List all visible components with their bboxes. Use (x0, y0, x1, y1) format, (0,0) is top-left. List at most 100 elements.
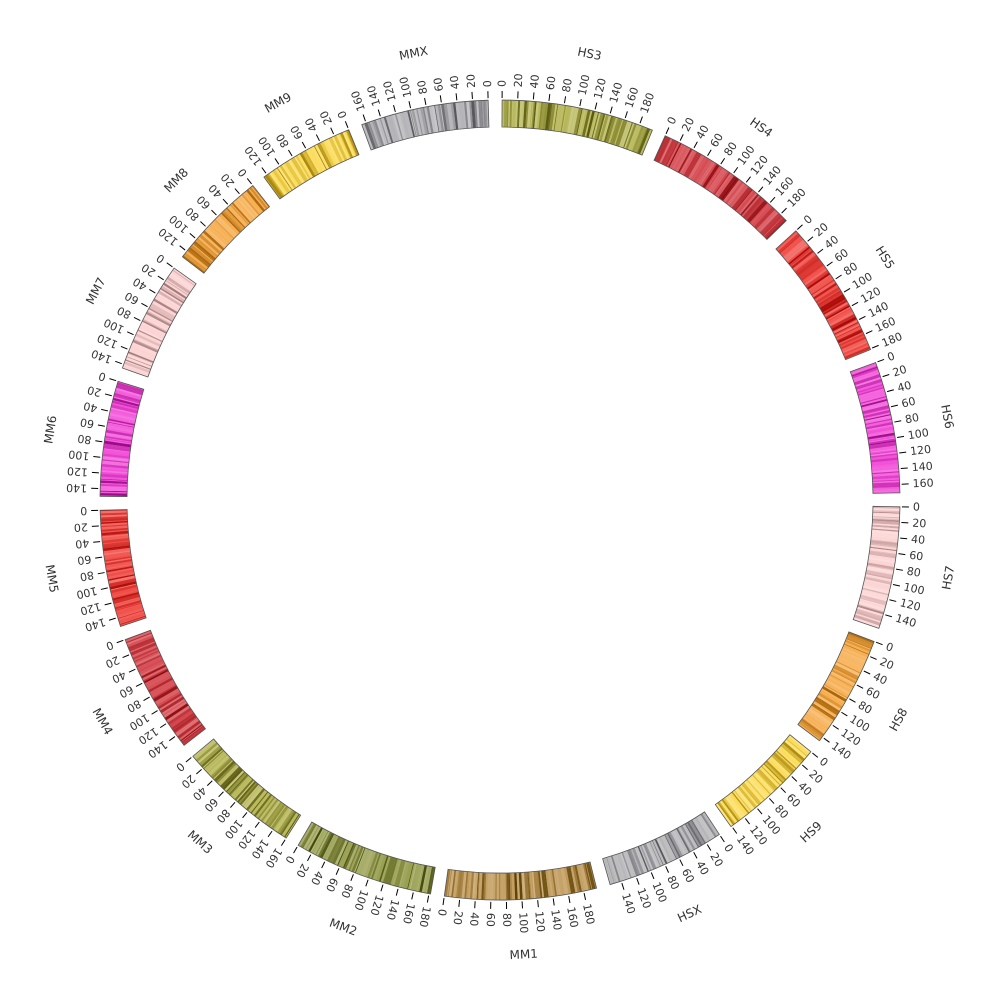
cytoband (743, 197, 763, 219)
cytoband (642, 843, 656, 870)
cytoband (100, 483, 128, 487)
tick-mark (274, 158, 280, 165)
cytoband (784, 739, 807, 759)
cytoband (806, 710, 830, 729)
cytoband (815, 286, 841, 304)
tick-mark (707, 149, 712, 156)
cytoband (195, 239, 217, 259)
cytoband (329, 837, 344, 863)
tick-mark (892, 583, 900, 587)
cytoband (599, 114, 609, 142)
cytoband (850, 364, 877, 376)
cytoband (269, 172, 287, 196)
cytoband (857, 386, 885, 396)
cytoband (500, 872, 504, 901)
cytoband (551, 103, 558, 131)
cytoband (229, 204, 249, 225)
cytoband (248, 790, 268, 813)
tick-label: 80 (125, 697, 144, 715)
cytoband (765, 761, 786, 781)
cytoband (831, 669, 857, 683)
ideogram-outline (849, 361, 901, 494)
tick-mark (720, 835, 725, 843)
tick-mark (254, 821, 260, 828)
tick-label: 40 (110, 668, 128, 686)
cytoband (576, 864, 585, 892)
tick-mark (395, 888, 399, 896)
cytoband (775, 751, 796, 770)
cytoband (695, 159, 712, 184)
cytoband (333, 135, 347, 161)
cytoband (601, 115, 612, 142)
cytoband (790, 249, 813, 267)
cytoband (865, 575, 892, 583)
cytoband (737, 785, 757, 809)
cytoband (110, 583, 137, 591)
cytoband (690, 819, 706, 844)
cytoband (715, 803, 734, 827)
cytoband (404, 862, 414, 890)
cytoband (100, 491, 128, 494)
tick-mark (222, 198, 229, 205)
cytoband (376, 854, 388, 882)
tick-mark (817, 248, 824, 254)
tick-mark (650, 872, 655, 880)
chromosome-hsx (602, 811, 720, 886)
cytoband (143, 669, 169, 684)
cytoband (577, 108, 584, 136)
cytoband (870, 453, 898, 458)
ideogram-outline (124, 629, 206, 746)
cytoband (578, 108, 585, 136)
cytoband (127, 352, 154, 364)
cytoband (566, 106, 575, 134)
cytoband (462, 101, 467, 129)
cytoband (838, 331, 864, 345)
tick-mark (812, 752, 819, 758)
cytoband (825, 303, 850, 319)
cytoband (829, 672, 855, 687)
cytoband (824, 682, 849, 698)
cytoband (745, 780, 765, 802)
cytoband (359, 849, 371, 876)
tick-mark (875, 641, 883, 646)
cytoband (182, 255, 205, 274)
cytoband (871, 465, 899, 470)
cytoband (154, 688, 179, 704)
cytoband (139, 326, 165, 340)
cytoband (317, 832, 332, 858)
cytoband (205, 227, 227, 248)
cytoband (872, 518, 900, 523)
cytoband (425, 106, 432, 134)
cytoband (213, 759, 234, 780)
tick-label: 40 (694, 123, 712, 142)
cytoband (755, 770, 775, 792)
cytoband (264, 174, 283, 199)
cytoband (112, 400, 139, 408)
cytoband (818, 292, 843, 308)
cytoband (840, 650, 867, 663)
cytoband (225, 208, 245, 229)
tick-mark (897, 435, 905, 438)
cytoband (705, 166, 722, 190)
cytoband (527, 871, 531, 899)
cytoband (137, 329, 163, 343)
cytoband (860, 592, 888, 602)
cytoband (248, 188, 267, 211)
cytoband (872, 475, 900, 480)
cytoband (870, 451, 898, 457)
cytoband (392, 114, 402, 141)
cytoband (872, 479, 900, 482)
cytoband (572, 107, 579, 135)
cytoband (802, 716, 826, 734)
cytoband (766, 760, 787, 780)
tick-mark (169, 736, 176, 742)
cytoband (104, 557, 132, 564)
cytoband (131, 344, 157, 356)
ideogram-ring (99, 99, 901, 901)
tick-label: 60 (900, 395, 917, 411)
cytoband (223, 209, 244, 231)
tick-label: 20 (464, 74, 478, 89)
tick-mark (108, 617, 116, 621)
chromosome-label-hsx: HSX (675, 902, 703, 925)
cytoband (863, 408, 890, 416)
